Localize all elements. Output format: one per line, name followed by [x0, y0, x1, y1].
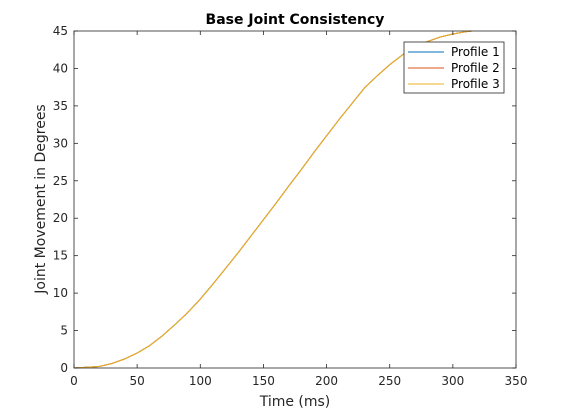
y-tick-label: 10 — [53, 286, 68, 300]
y-tick-label: 35 — [53, 99, 68, 113]
x-tick-label: 150 — [252, 374, 275, 388]
y-tick-label: 25 — [53, 174, 68, 188]
x-tick-label: 350 — [505, 374, 528, 388]
x-tick-label: 50 — [130, 374, 145, 388]
x-axis-ticks: 0 50 100 150 200 250 300 350 — [70, 31, 527, 388]
y-tick-label: 5 — [60, 324, 68, 338]
legend: Profile 1 Profile 2 Profile 3 — [403, 41, 505, 94]
y-tick-label: 0 — [60, 361, 68, 375]
legend-label-profile-1: Profile 1 — [451, 45, 500, 59]
y-axis-ticks: 0 5 10 15 20 25 30 35 40 45 — [53, 24, 516, 375]
chart-title: Base Joint Consistency — [206, 12, 385, 28]
x-axis-label: Time (ms) — [259, 394, 331, 410]
plot-frame — [73, 30, 517, 369]
y-tick-label: 15 — [53, 249, 68, 263]
x-tick-label: 0 — [70, 374, 78, 388]
x-tick-label: 100 — [189, 374, 212, 388]
legend-label-profile-3: Profile 3 — [451, 77, 500, 91]
legend-label-profile-2: Profile 2 — [451, 61, 500, 75]
x-tick-label: 250 — [378, 374, 401, 388]
y-tick-label: 40 — [53, 61, 68, 75]
x-tick-label: 200 — [315, 374, 338, 388]
y-tick-label: 45 — [53, 24, 68, 38]
y-axis-label: Joint Movement in Degrees — [33, 104, 49, 294]
x-tick-label: 300 — [441, 374, 464, 388]
y-tick-label: 20 — [53, 211, 68, 225]
y-tick-label: 30 — [53, 136, 68, 150]
